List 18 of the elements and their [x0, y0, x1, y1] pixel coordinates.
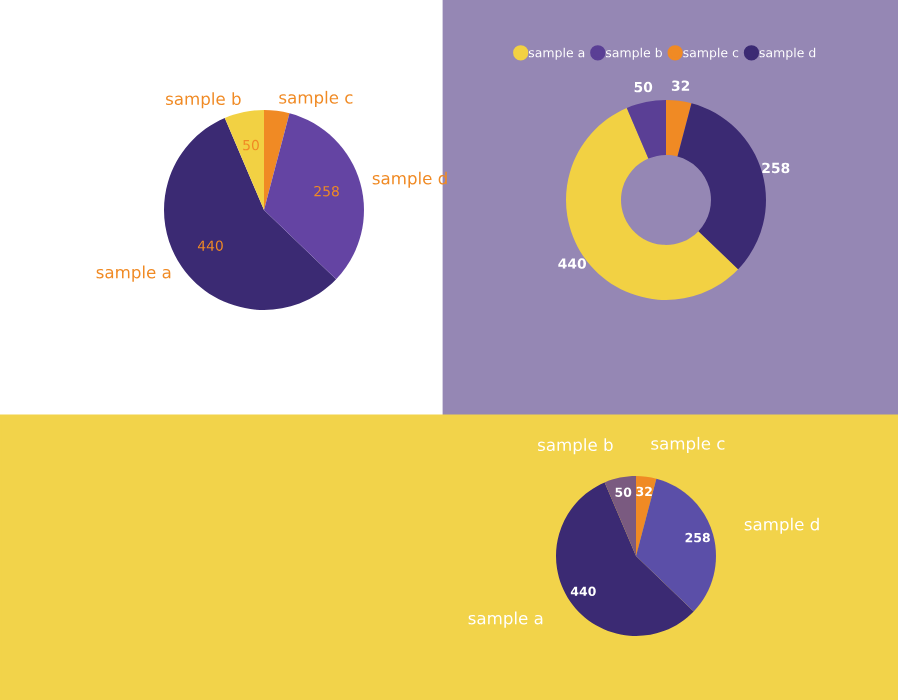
slice-label: sample d — [372, 171, 447, 188]
donut-slice — [626, 100, 666, 159]
donut-slice — [677, 103, 766, 270]
pie-slice — [636, 476, 657, 556]
slice-label: sample a — [468, 611, 543, 628]
slice-label: sample b — [538, 438, 613, 455]
pie-slice — [224, 110, 264, 210]
slice-label: sample b — [166, 92, 241, 109]
donut-slice — [666, 100, 692, 157]
slice-label: sample c — [279, 90, 353, 107]
pie-slice — [164, 118, 337, 310]
slice-label: sample a — [96, 265, 171, 282]
slice-label: sample d — [744, 517, 819, 534]
slice-label: sample c — [651, 436, 725, 453]
pie-slice — [264, 113, 364, 280]
pie-slice — [636, 478, 716, 612]
pie-slice — [604, 476, 636, 556]
pie-slice — [264, 110, 290, 210]
